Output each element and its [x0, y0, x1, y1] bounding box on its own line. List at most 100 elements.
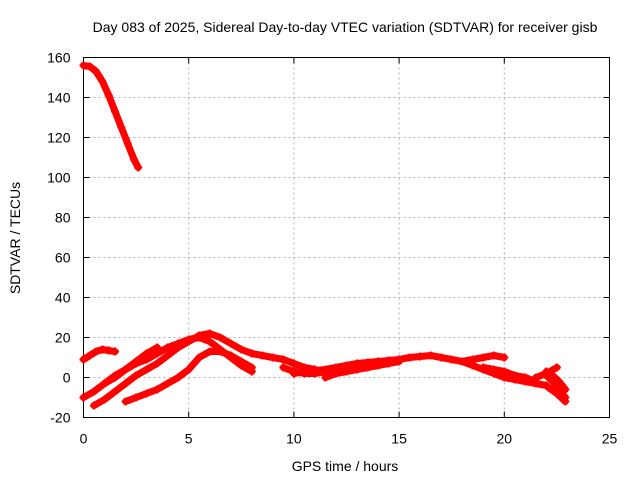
data-point [226, 351, 235, 360]
data-point [100, 395, 109, 404]
data-point [310, 366, 319, 375]
x-tick-label: 0 [80, 431, 88, 447]
data-point [416, 352, 425, 361]
data-point [552, 389, 561, 398]
series-track-14 [542, 367, 570, 394]
data-point [561, 397, 570, 406]
data-point [85, 351, 94, 360]
data-point [353, 365, 362, 374]
data-point [142, 365, 151, 374]
axis-ticks: 0 5 10 15 20 25 -20 0 20 40 60 80 100 120 140 160 [47, 50, 617, 447]
x-tick-label: 15 [391, 431, 407, 447]
data-point [132, 371, 141, 380]
data-series [79, 61, 570, 410]
data-point [331, 369, 340, 378]
x-axis-label: GPS time / hours [292, 458, 399, 474]
data-point [479, 363, 488, 372]
data-point [195, 353, 204, 362]
data-point [121, 365, 130, 374]
data-point [279, 355, 288, 364]
series-line [290, 358, 393, 377]
data-point [468, 361, 477, 370]
data-point [548, 371, 557, 380]
x-tick-label: 20 [497, 431, 513, 447]
data-point [121, 379, 130, 388]
data-point [289, 369, 298, 378]
data-point [129, 155, 138, 164]
series-line [90, 330, 319, 409]
series-track-1 [79, 61, 143, 172]
data-point [510, 371, 519, 380]
data-point [374, 361, 383, 370]
data-point [98, 77, 107, 86]
y-tick-label: -20 [50, 410, 70, 426]
data-point [153, 359, 162, 368]
data-point [405, 353, 414, 362]
data-point [163, 379, 172, 388]
data-point [153, 385, 162, 394]
data-point [100, 379, 109, 388]
data-point [163, 351, 172, 360]
data-point [521, 373, 530, 382]
data-point [395, 357, 404, 366]
data-point [479, 353, 488, 362]
data-point [132, 357, 141, 366]
data-point [489, 365, 498, 374]
data-point [90, 401, 99, 410]
data-point [226, 339, 235, 348]
series-line [542, 372, 569, 401]
chart-title: Day 083 of 2025, Sidereal Day-to-day VTE… [93, 19, 598, 35]
data-point [216, 347, 225, 356]
data-point [500, 353, 509, 362]
data-point [142, 349, 151, 358]
x-tick-label: 25 [602, 431, 618, 447]
y-tick-label: 100 [47, 170, 71, 186]
y-tick-label: 20 [55, 330, 71, 346]
data-point [111, 347, 120, 356]
data-point [342, 367, 351, 376]
data-point [384, 359, 393, 368]
data-point [111, 373, 120, 382]
series-track-6 [121, 347, 256, 406]
data-point [117, 123, 126, 132]
y-tick-label: 140 [47, 90, 71, 106]
data-point [174, 343, 183, 352]
data-point [205, 337, 214, 346]
data-point [258, 351, 267, 360]
data-point [195, 331, 204, 340]
data-point [85, 62, 94, 71]
data-point [104, 91, 113, 100]
series-track-9 [321, 357, 404, 382]
series-track-2 [79, 345, 120, 364]
data-point [121, 397, 130, 406]
data-point [531, 373, 540, 382]
data-point [321, 373, 330, 382]
data-point [111, 107, 120, 116]
data-point [321, 365, 330, 374]
data-point [184, 365, 193, 374]
y-axis-label: SDTVAR / TECUs [7, 182, 23, 294]
data-point [279, 363, 288, 372]
data-point [247, 363, 256, 372]
data-point [544, 383, 553, 392]
y-tick-label: 40 [55, 290, 71, 306]
data-point [90, 387, 99, 396]
data-point [437, 353, 446, 362]
data-point [205, 347, 214, 356]
data-point [561, 385, 570, 394]
data-point [132, 393, 141, 402]
data-point [174, 373, 183, 382]
data-point [92, 347, 101, 356]
data-point [163, 343, 172, 352]
data-point [153, 343, 162, 352]
data-point [123, 139, 132, 148]
data-point [447, 355, 456, 364]
data-point [79, 355, 88, 364]
y-tick-label: 80 [55, 210, 71, 226]
data-point [363, 363, 372, 372]
data-point [79, 393, 88, 402]
data-point [237, 345, 246, 354]
data-point [426, 351, 435, 360]
data-point [237, 357, 246, 366]
